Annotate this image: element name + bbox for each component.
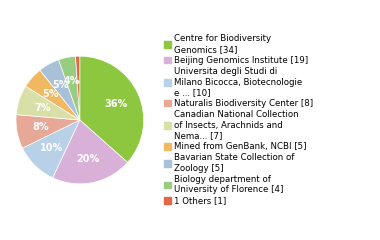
Wedge shape <box>59 56 80 120</box>
Legend: Centre for Biodiversity
Genomics [34], Beijing Genomics Institute [19], Universi: Centre for Biodiversity Genomics [34], B… <box>164 35 314 205</box>
Wedge shape <box>53 120 128 184</box>
Wedge shape <box>16 115 80 148</box>
Wedge shape <box>76 56 80 120</box>
Text: 7%: 7% <box>34 102 51 113</box>
Text: 5%: 5% <box>42 89 59 99</box>
Text: 20%: 20% <box>76 154 100 164</box>
Wedge shape <box>22 120 80 178</box>
Text: 8%: 8% <box>33 122 49 132</box>
Wedge shape <box>25 70 80 120</box>
Text: 36%: 36% <box>104 99 128 109</box>
Text: 5%: 5% <box>52 80 69 90</box>
Wedge shape <box>40 60 80 120</box>
Text: 4%: 4% <box>63 76 80 86</box>
Text: 10%: 10% <box>40 143 64 153</box>
Wedge shape <box>16 86 80 120</box>
Wedge shape <box>80 56 144 162</box>
